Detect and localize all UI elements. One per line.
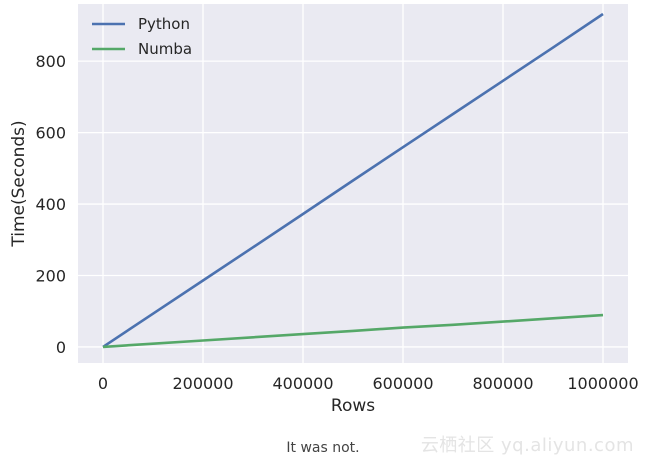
caption-text: It was not. bbox=[286, 440, 360, 456]
x-tick-label: 200000 bbox=[172, 374, 233, 393]
legend: Python Numba bbox=[92, 15, 192, 58]
y-tick-label: 600 bbox=[35, 124, 66, 143]
y-tick-label: 800 bbox=[35, 52, 66, 71]
watermark-text: 云栖社区 yq.aliyun.com bbox=[420, 435, 634, 456]
y-tick-label: 400 bbox=[35, 195, 66, 214]
series-line-numba bbox=[102, 313, 604, 349]
series-lines bbox=[102, 12, 604, 349]
y-axis-label: Time(Seconds) bbox=[9, 120, 29, 247]
y-tick-label: 200 bbox=[35, 266, 66, 285]
x-tick-label: 600000 bbox=[372, 374, 433, 393]
x-tick-label: 400000 bbox=[272, 374, 333, 393]
legend-label: Python bbox=[138, 15, 190, 33]
x-tick-label: 0 bbox=[98, 374, 108, 393]
grid-lines bbox=[78, 4, 628, 363]
x-axis-label: Rows bbox=[331, 396, 375, 416]
tick-labels: 0 200000 400000 600000 800000 1000000 0 200 400 6… bbox=[35, 52, 638, 393]
x-tick-label: 800000 bbox=[472, 374, 533, 393]
series-line-python bbox=[102, 12, 604, 348]
legend-label: Numba bbox=[138, 40, 192, 58]
y-tick-label: 0 bbox=[56, 338, 66, 357]
x-tick-label: 1000000 bbox=[567, 374, 638, 393]
